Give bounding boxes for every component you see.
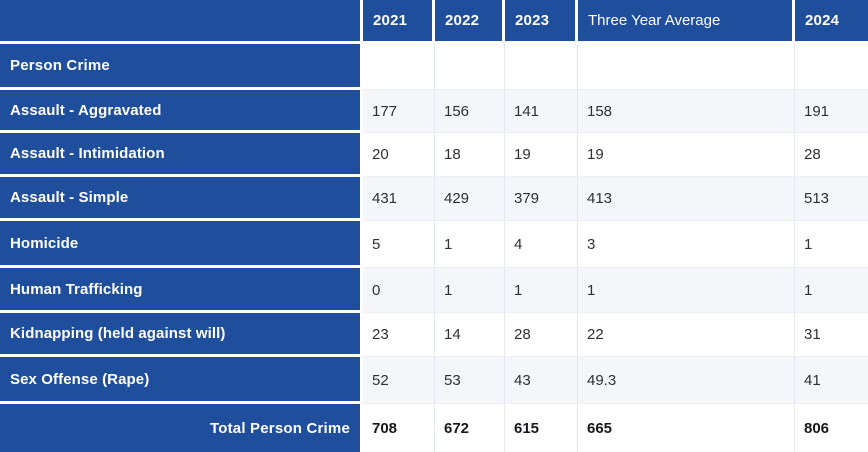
data-cell-human-trafficking-three-year-average: 1 [578,268,795,313]
total-cell-2024: 806 [795,404,868,452]
data-cell-homicide-2022: 1 [435,221,505,268]
section-empty-cell [363,44,435,90]
data-cell-sex-offense-rape-2022: 53 [435,357,505,404]
section-header-person-crime: Person Crime [0,44,363,90]
total-cell-2021: 708 [363,404,435,452]
data-cell-assault-intimidation-2021: 20 [363,133,435,177]
row-label-assault-simple: Assault - Simple [0,177,363,221]
data-cell-kidnapping-held-against-will-2023: 28 [505,313,578,357]
data-cell-assault-intimidation-2024: 28 [795,133,868,177]
row-label-sex-offense-rape: Sex Offense (Rape) [0,357,363,404]
data-cell-sex-offense-rape-three-year-average: 49.3 [578,357,795,404]
total-row-label: Total Person Crime [0,404,363,452]
data-cell-human-trafficking-2022: 1 [435,268,505,313]
data-cell-assault-aggravated-2023: 141 [505,90,578,133]
data-cell-homicide-2024: 1 [795,221,868,268]
data-cell-assault-simple-2022: 429 [435,177,505,221]
col-header-three-year-average: Three Year Average [578,0,795,44]
total-cell-2022: 672 [435,404,505,452]
col-header-2022: 2022 [435,0,505,44]
row-label-assault-aggravated: Assault - Aggravated [0,90,363,133]
data-cell-assault-intimidation-three-year-average: 19 [578,133,795,177]
row-label-homicide: Homicide [0,221,363,268]
data-cell-human-trafficking-2021: 0 [363,268,435,313]
total-cell-three-year-average: 665 [578,404,795,452]
data-cell-kidnapping-held-against-will-three-year-average: 22 [578,313,795,357]
section-empty-cell [795,44,868,90]
total-cell-2023: 615 [505,404,578,452]
data-cell-human-trafficking-2023: 1 [505,268,578,313]
data-cell-assault-aggravated-2021: 177 [363,90,435,133]
data-cell-assault-simple-2021: 431 [363,177,435,221]
data-cell-homicide-2021: 5 [363,221,435,268]
section-empty-cell [578,44,795,90]
data-cell-assault-simple-2024: 513 [795,177,868,221]
row-label-assault-intimidation: Assault - Intimidation [0,133,363,177]
data-cell-assault-aggravated-three-year-average: 158 [578,90,795,133]
row-label-kidnapping-held-against-will: Kidnapping (held against will) [0,313,363,357]
col-header-2021: 2021 [363,0,435,44]
data-cell-sex-offense-rape-2023: 43 [505,357,578,404]
data-cell-homicide-three-year-average: 3 [578,221,795,268]
data-cell-sex-offense-rape-2021: 52 [363,357,435,404]
data-cell-sex-offense-rape-2024: 41 [795,357,868,404]
data-cell-assault-simple-2023: 379 [505,177,578,221]
col-header-blank [0,0,363,44]
section-empty-cell [435,44,505,90]
data-cell-assault-simple-three-year-average: 413 [578,177,795,221]
data-cell-assault-intimidation-2023: 19 [505,133,578,177]
data-cell-kidnapping-held-against-will-2022: 14 [435,313,505,357]
data-cell-kidnapping-held-against-will-2024: 31 [795,313,868,357]
data-cell-assault-aggravated-2022: 156 [435,90,505,133]
data-cell-human-trafficking-2024: 1 [795,268,868,313]
data-cell-homicide-2023: 4 [505,221,578,268]
data-cell-kidnapping-held-against-will-2021: 23 [363,313,435,357]
section-empty-cell [505,44,578,90]
col-header-2024: 2024 [795,0,868,44]
row-label-human-trafficking: Human Trafficking [0,268,363,313]
data-cell-assault-intimidation-2022: 18 [435,133,505,177]
col-header-2023: 2023 [505,0,578,44]
data-cell-assault-aggravated-2024: 191 [795,90,868,133]
